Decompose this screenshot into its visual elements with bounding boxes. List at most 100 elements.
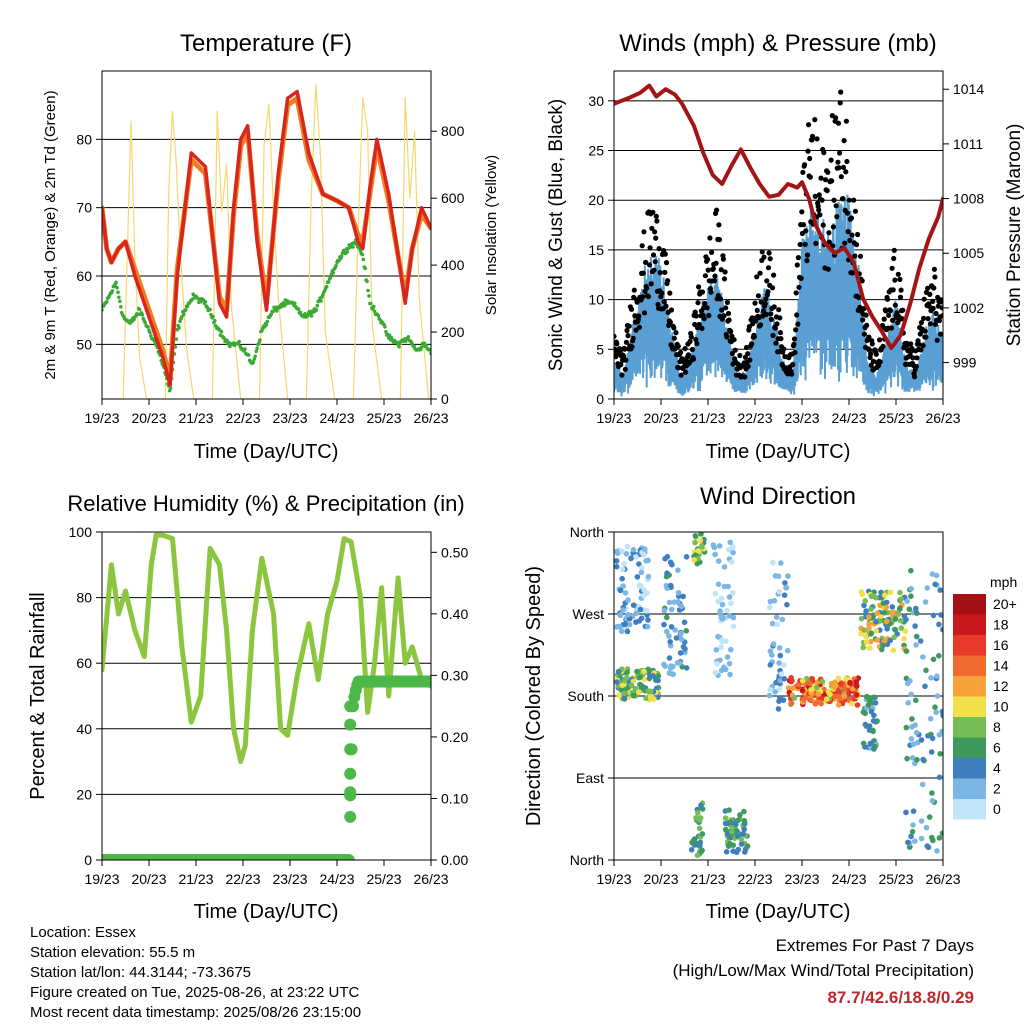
gust-point: [737, 352, 743, 359]
winds-title: Winds (mph) & Pressure (mb): [619, 30, 936, 57]
temperature-y2label: Solar Insolation (Yellow): [483, 155, 500, 315]
humidity-xlabel: Time (Day/UTC): [194, 901, 339, 923]
direction-point: [937, 751, 943, 757]
gust-point: [842, 240, 848, 246]
dewpoint-point: [296, 307, 301, 312]
direction-point: [624, 543, 631, 550]
gust-point: [682, 346, 688, 352]
direction-point: [668, 624, 675, 630]
dewpoint-point: [306, 313, 310, 318]
gust-point: [853, 242, 860, 248]
direction-point: [799, 678, 806, 684]
direction-point: [683, 665, 690, 671]
direction-point: [680, 593, 686, 600]
direction-point: [668, 663, 674, 669]
direction-point: [928, 749, 935, 755]
gust-point: [764, 278, 770, 284]
direction-point: [723, 638, 729, 644]
gust-point: [639, 243, 645, 249]
direction-point: [645, 573, 652, 580]
direction-point: [621, 677, 628, 684]
direction-point: [641, 592, 647, 599]
gust-point: [699, 289, 706, 295]
rh-line: [102, 532, 431, 765]
gust-point: [706, 312, 712, 319]
direction-point: [741, 826, 747, 833]
direction-point: [667, 559, 674, 566]
dewpoint-point: [383, 325, 387, 329]
direction-point: [776, 698, 782, 704]
direction-point: [681, 619, 688, 626]
gust-point: [640, 270, 646, 276]
x-tick-label: 22/23: [737, 871, 772, 887]
direction-point: [712, 551, 718, 558]
dewpoint-point: [406, 335, 411, 339]
y-tick-label: West: [572, 606, 604, 622]
direction-point: [815, 691, 822, 697]
y2-tick-label: 600: [441, 190, 465, 206]
gust-point: [888, 325, 895, 331]
direction-point: [861, 627, 868, 633]
y-tick-label: 80: [76, 590, 92, 606]
direction-point: [912, 722, 918, 728]
gust-point: [847, 237, 853, 243]
gust-point: [652, 229, 658, 235]
gust-point: [742, 374, 748, 380]
direction-point: [890, 647, 897, 654]
direction-point: [903, 648, 910, 654]
direction-point: [884, 626, 890, 632]
direction-point: [647, 694, 654, 701]
direction-point: [620, 583, 626, 589]
gust-point: [761, 254, 767, 260]
gust-point: [816, 192, 822, 198]
x-tick-label: 22/23: [225, 410, 260, 426]
direction-panel: Wind Direction North East South West North 19…: [523, 483, 1017, 923]
gust-point: [922, 328, 928, 334]
pressure-line: [614, 83, 943, 350]
direction-point: [908, 833, 914, 840]
gust-point: [648, 281, 654, 287]
dewpoint-point: [182, 312, 186, 317]
gust-point: [678, 372, 684, 378]
dewpoint-point: [243, 347, 247, 351]
gust-point: [650, 209, 656, 215]
direction-point: [636, 618, 643, 624]
dewpoint-point: [117, 295, 121, 300]
gust-point: [840, 164, 847, 170]
direction-point: [630, 546, 637, 553]
direction-point: [729, 828, 735, 835]
gust-point: [624, 327, 630, 334]
gust-point: [712, 273, 718, 279]
temperature-panel: Temperature (F) 50607080020040060080019/…: [42, 30, 500, 463]
dewpoint-point: [281, 301, 286, 305]
gust-point: [696, 321, 702, 328]
dewpoint-point: [292, 301, 297, 306]
gust-point: [864, 322, 870, 328]
dewpoint-point: [237, 339, 241, 344]
direction-point: [655, 672, 662, 679]
direction-point: [641, 668, 647, 675]
gust-point: [628, 306, 635, 312]
dewpoint-point: [387, 333, 392, 338]
gust-point: [850, 270, 856, 276]
direction-point: [617, 612, 624, 618]
humidity-ylabel: Percent & Total Rainfall: [27, 592, 49, 800]
gust-point: [793, 290, 799, 296]
direction-point: [726, 594, 733, 600]
station-elevation: Station elevation: 55.5 m: [30, 944, 196, 961]
direction-point: [835, 702, 842, 708]
gust-point: [795, 255, 802, 261]
speed-legend: mph 20+ 18 16 14 12 10 8 6 4 2 0: [953, 574, 1017, 820]
direction-point: [913, 697, 919, 704]
direction-point: [722, 815, 729, 821]
y-tick-label: 30: [588, 93, 604, 109]
direction-point: [726, 613, 733, 619]
direction-point: [784, 647, 791, 654]
direction-point: [906, 606, 913, 612]
station-latlon: Station lat/lon: 44.3144; -73.3675: [30, 964, 252, 981]
x-tick-label: 24/23: [319, 410, 354, 426]
legend-label: 14: [993, 658, 1009, 674]
gust-point: [777, 315, 783, 321]
dewpoint-point: [252, 357, 257, 361]
direction-point: [866, 621, 872, 627]
